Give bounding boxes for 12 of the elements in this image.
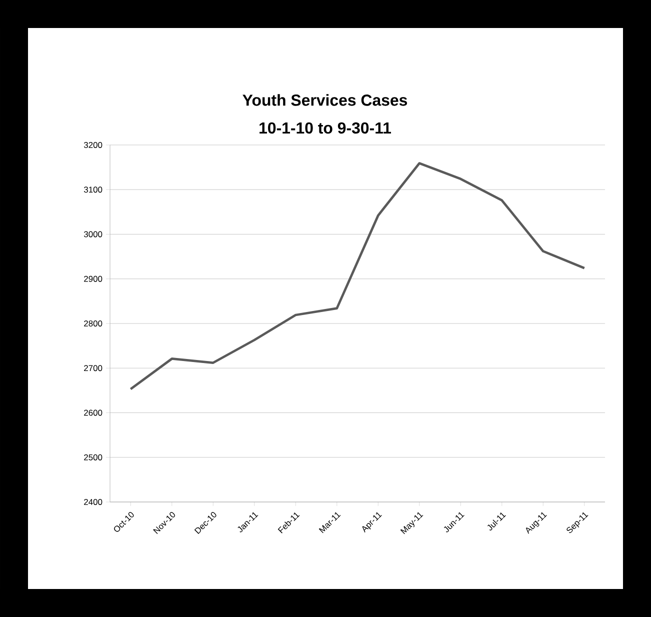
y-tick-label: 3100 <box>84 186 102 193</box>
chart-subtitle: 10-1-10 to 9-30-11 <box>260 122 392 134</box>
y-tick-label: 3200 <box>84 142 102 148</box>
y-tick-label: 2500 <box>84 454 102 460</box>
y-tick-label: 2900 <box>84 276 102 282</box>
y-tick-label: 3000 <box>84 231 102 238</box>
y-tick-label: 2700 <box>84 365 102 372</box>
y-tick-label: 2400 <box>84 498 102 505</box>
chart-title: Youth Services Cases <box>242 94 408 106</box>
y-tick-label: 2800 <box>84 320 102 326</box>
line-series <box>129 162 586 390</box>
y-tick-label: 2600 <box>84 410 102 416</box>
